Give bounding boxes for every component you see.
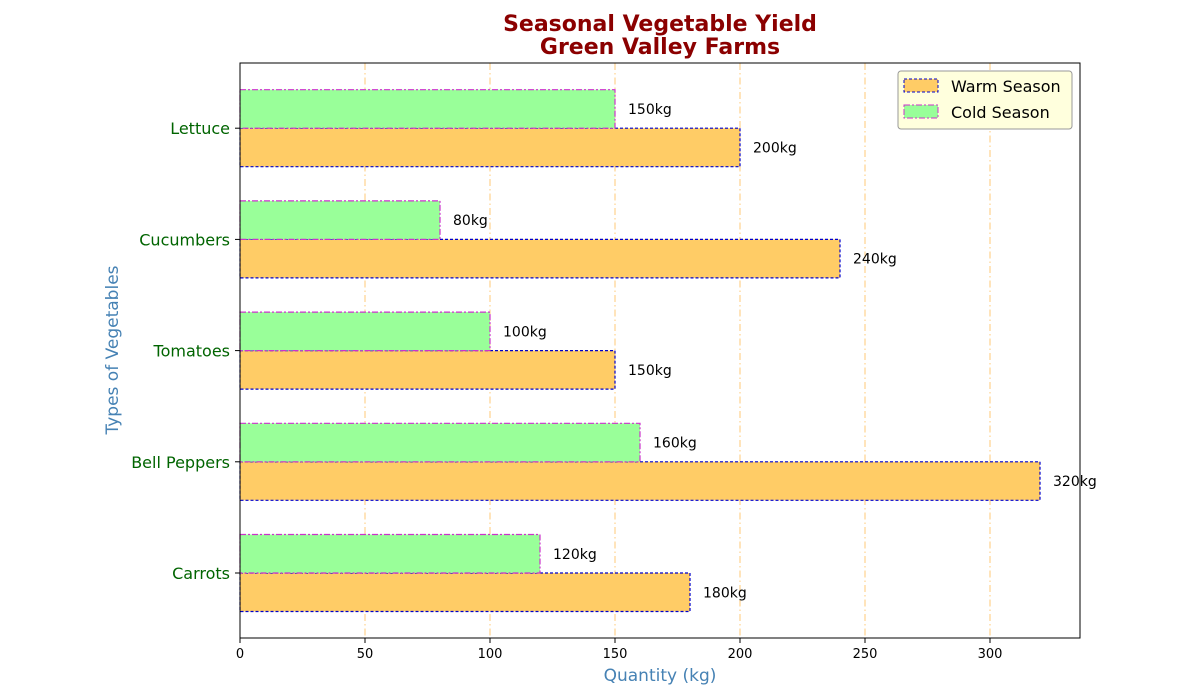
- data-label-cucumbers-warm-season: 240kg: [853, 252, 897, 268]
- y-axis-label: Types of Vegetables: [103, 265, 123, 435]
- chart-title-line-2: Green Valley Farms: [540, 35, 780, 60]
- x-tick-label-150: 150: [603, 647, 628, 662]
- legend: Warm Season Cold Season: [897, 70, 1073, 130]
- x-tick-label-0: 0: [236, 647, 244, 662]
- legend-swatch-warm-season: [903, 78, 939, 93]
- legend-box: [897, 70, 1073, 130]
- data-label-tomatoes-warm-season: 150kg: [628, 363, 672, 379]
- bar-tomatoes-cold-season: [239, 311, 491, 352]
- legend-label-warm-season: Warm Season: [951, 77, 1061, 96]
- x-tick-label-300: 300: [978, 647, 1003, 662]
- data-labels: 180kg 120kg 320kg 160kg 150kg 100kg 240kg 80kg 2…: [453, 102, 1097, 601]
- data-label-bell-peppers-warm-season: 320kg: [1053, 474, 1097, 490]
- bar-carrots-warm-season: [239, 572, 691, 613]
- y-tick-label-bell-peppers: Bell Peppers: [131, 453, 230, 472]
- y-tick-label-tomatoes: Tomatoes: [153, 342, 230, 361]
- x-axis-ticks: 0 50 100 150 200 250 300: [236, 638, 1003, 662]
- data-label-lettuce-warm-season: 200kg: [753, 140, 797, 156]
- x-axis-label: Quantity (kg): [604, 666, 717, 686]
- bar-bell-peppers-warm-season: [239, 461, 1041, 501]
- data-label-bell-peppers-cold-season: 160kg: [653, 436, 697, 452]
- data-label-tomatoes-cold-season: 100kg: [503, 324, 547, 340]
- y-axis-ticks: Carrots Bell Peppers Tomatoes Cucumbers Lett…: [131, 119, 240, 583]
- data-label-cucumbers-cold-season: 80kg: [453, 213, 488, 229]
- data-label-carrots-warm-season: 180kg: [703, 585, 747, 601]
- x-tick-label-100: 100: [478, 647, 503, 662]
- bar-tomatoes-warm-season: [239, 350, 616, 390]
- bar-bell-peppers-cold-season: [239, 422, 641, 463]
- data-label-lettuce-cold-season: 150kg: [628, 102, 672, 118]
- data-label-carrots-cold-season: 120kg: [553, 547, 597, 563]
- y-tick-label-carrots: Carrots: [172, 564, 230, 583]
- y-tick-label-cucumbers: Cucumbers: [139, 230, 230, 249]
- x-tick-label-50: 50: [357, 647, 374, 662]
- x-tick-label-200: 200: [728, 647, 753, 662]
- x-tick-label-250: 250: [853, 647, 878, 662]
- legend-label-cold-season: Cold Season: [951, 103, 1050, 122]
- bar-carrots-cold-season: [239, 533, 541, 574]
- bar-lettuce-warm-season: [239, 127, 741, 168]
- chart-title-line-1: Seasonal Vegetable Yield: [503, 12, 817, 37]
- legend-swatch-cold-season: [903, 104, 939, 119]
- bar-layer: [239, 89, 1041, 613]
- bar-lettuce-cold-season: [239, 89, 616, 129]
- y-tick-label-lettuce: Lettuce: [170, 119, 230, 138]
- bar-cucumbers-warm-season: [239, 238, 841, 279]
- bar-cucumbers-cold-season: [239, 200, 441, 240]
